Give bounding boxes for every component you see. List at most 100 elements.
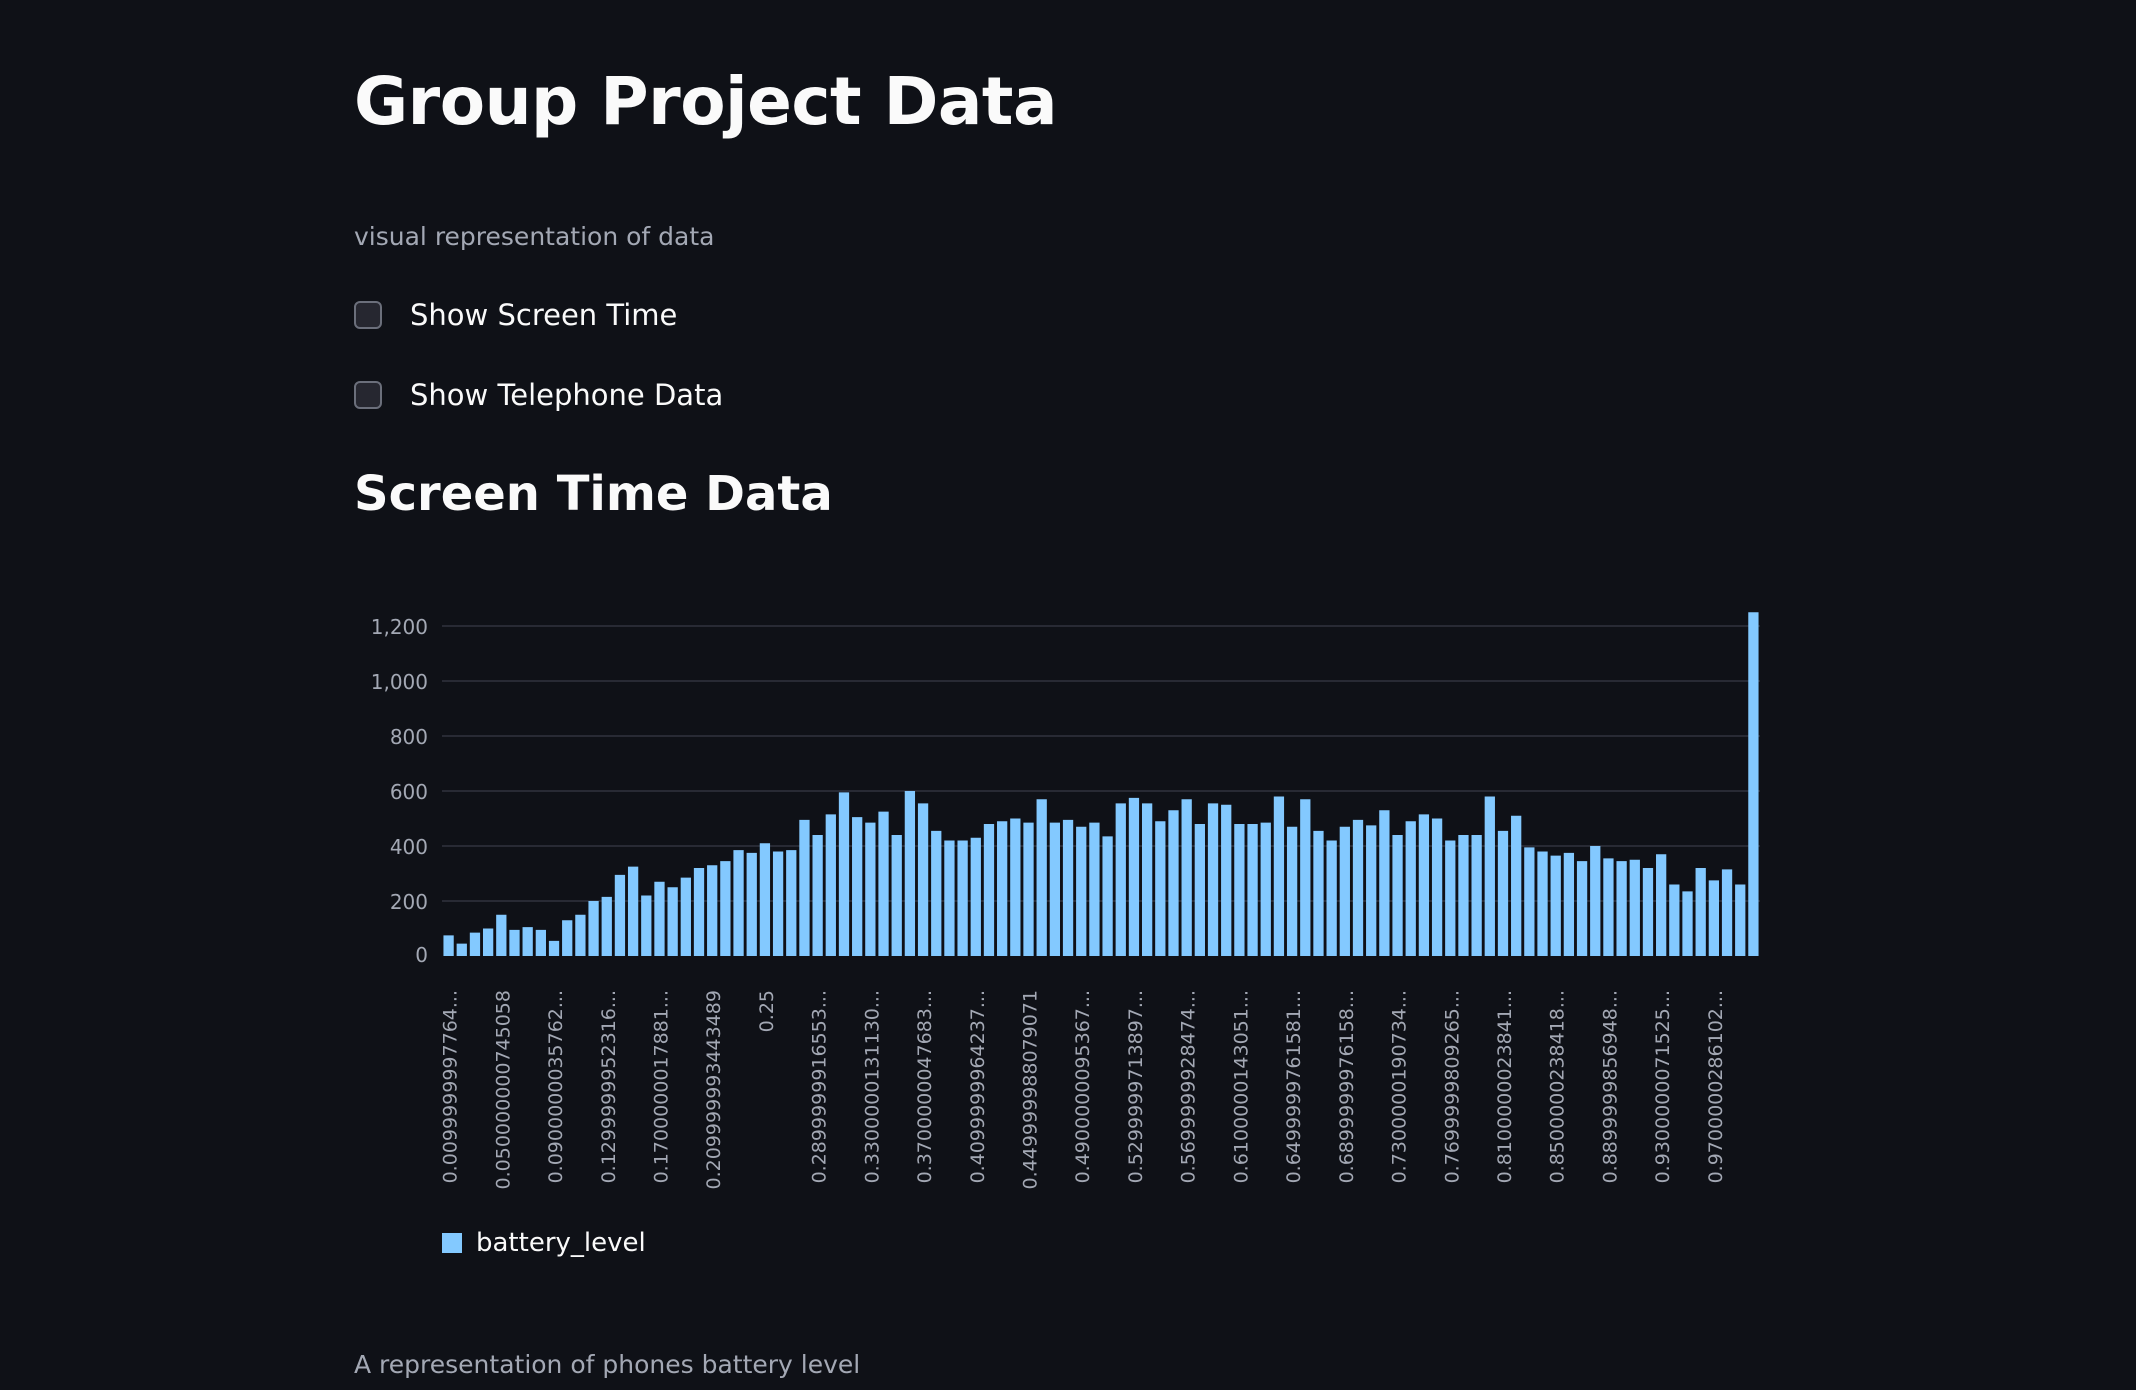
bar[interactable] [1062, 819, 1074, 956]
bar[interactable] [891, 835, 902, 956]
bar[interactable] [983, 824, 995, 956]
bar[interactable] [852, 817, 863, 956]
bar[interactable] [1089, 822, 1100, 956]
bar[interactable] [707, 865, 718, 956]
show-telephone-data-checkbox[interactable]: Show Telephone Data [354, 378, 723, 412]
bar[interactable] [1326, 840, 1337, 957]
bar[interactable] [522, 927, 533, 956]
bar[interactable] [865, 822, 876, 956]
bar[interactable] [443, 935, 454, 956]
bar[interactable] [1471, 835, 1482, 956]
bar[interactable] [535, 929, 546, 956]
bar[interactable] [1550, 855, 1561, 956]
bar[interactable] [1049, 822, 1061, 956]
bar[interactable] [970, 837, 981, 956]
bar[interactable] [1656, 854, 1667, 956]
bar[interactable] [575, 914, 586, 956]
bar[interactable] [1234, 824, 1245, 956]
bar[interactable] [1590, 846, 1601, 956]
bar[interactable] [1313, 830, 1324, 956]
bar[interactable] [1181, 799, 1192, 956]
bar[interactable] [1458, 835, 1469, 956]
bar[interactable] [1418, 814, 1430, 956]
bar[interactable] [1484, 796, 1495, 957]
bar[interactable] [667, 887, 678, 956]
bar[interactable] [799, 819, 810, 956]
bar[interactable] [680, 877, 691, 956]
bar[interactable] [931, 830, 942, 956]
bar[interactable] [1669, 884, 1680, 957]
bar[interactable] [997, 821, 1008, 956]
bar[interactable] [1207, 803, 1219, 956]
checkbox-box[interactable] [354, 301, 382, 329]
bar[interactable] [838, 792, 850, 956]
bar[interactable] [1128, 797, 1140, 956]
bar[interactable] [1642, 868, 1654, 956]
bar[interactable] [1721, 869, 1733, 956]
bar[interactable] [496, 914, 507, 956]
bar[interactable] [1537, 851, 1548, 957]
bar[interactable] [957, 840, 968, 957]
bar[interactable] [456, 943, 467, 956]
bar[interactable] [1629, 859, 1640, 956]
bar[interactable] [1036, 799, 1047, 956]
bar[interactable] [1260, 822, 1271, 956]
bar[interactable] [1431, 818, 1443, 957]
bar[interactable] [1563, 852, 1575, 956]
checkbox-box[interactable] [354, 381, 382, 409]
bar[interactable] [1221, 804, 1232, 956]
bar[interactable] [614, 874, 626, 956]
bar[interactable] [1682, 891, 1693, 956]
bar[interactable] [601, 896, 612, 956]
bar[interactable] [1616, 861, 1627, 956]
bar[interactable] [1379, 810, 1390, 956]
bar[interactable] [654, 881, 665, 956]
bar[interactable] [1708, 880, 1720, 956]
bar[interactable] [1339, 826, 1350, 956]
show-screen-time-checkbox[interactable]: Show Screen Time [354, 298, 677, 332]
bar[interactable] [1010, 818, 1021, 957]
bar[interactable] [720, 861, 731, 956]
bar[interactable] [812, 835, 823, 956]
bar[interactable] [917, 803, 929, 956]
bar[interactable] [482, 928, 494, 957]
bar[interactable] [733, 850, 744, 956]
bar[interactable] [1497, 830, 1509, 956]
bar[interactable] [904, 791, 916, 956]
bar[interactable] [1141, 803, 1153, 956]
bar[interactable] [786, 850, 797, 956]
bar[interactable] [1405, 821, 1416, 956]
bar[interactable] [1445, 840, 1456, 957]
bar[interactable] [641, 895, 652, 957]
bar[interactable] [1194, 824, 1205, 956]
bar[interactable] [548, 940, 560, 956]
bar[interactable] [825, 814, 836, 956]
bar[interactable] [588, 901, 599, 956]
bar[interactable] [1748, 612, 1759, 956]
bar[interactable] [562, 920, 573, 956]
bar[interactable] [1155, 821, 1166, 956]
bar[interactable] [1247, 824, 1258, 956]
bar[interactable] [944, 840, 955, 957]
bar[interactable] [1076, 826, 1087, 956]
bar[interactable] [746, 852, 757, 956]
bar[interactable] [469, 932, 481, 956]
bar[interactable] [1735, 884, 1746, 957]
bar[interactable] [1286, 826, 1298, 956]
bar[interactable] [1576, 861, 1588, 956]
chart-legend[interactable]: battery_level [442, 1228, 646, 1258]
bar[interactable] [627, 866, 639, 956]
bar[interactable] [693, 868, 705, 956]
bar[interactable] [1366, 825, 1377, 956]
bar[interactable] [878, 811, 889, 956]
bar[interactable] [1352, 819, 1364, 956]
bar[interactable] [1102, 836, 1113, 956]
bar[interactable] [1168, 810, 1179, 956]
bar[interactable] [759, 843, 771, 956]
bar[interactable] [1115, 803, 1126, 956]
bar[interactable] [1023, 822, 1034, 956]
bar[interactable] [1511, 815, 1522, 956]
bar[interactable] [1273, 796, 1285, 957]
bar[interactable] [1524, 847, 1535, 956]
bar[interactable] [509, 929, 520, 956]
